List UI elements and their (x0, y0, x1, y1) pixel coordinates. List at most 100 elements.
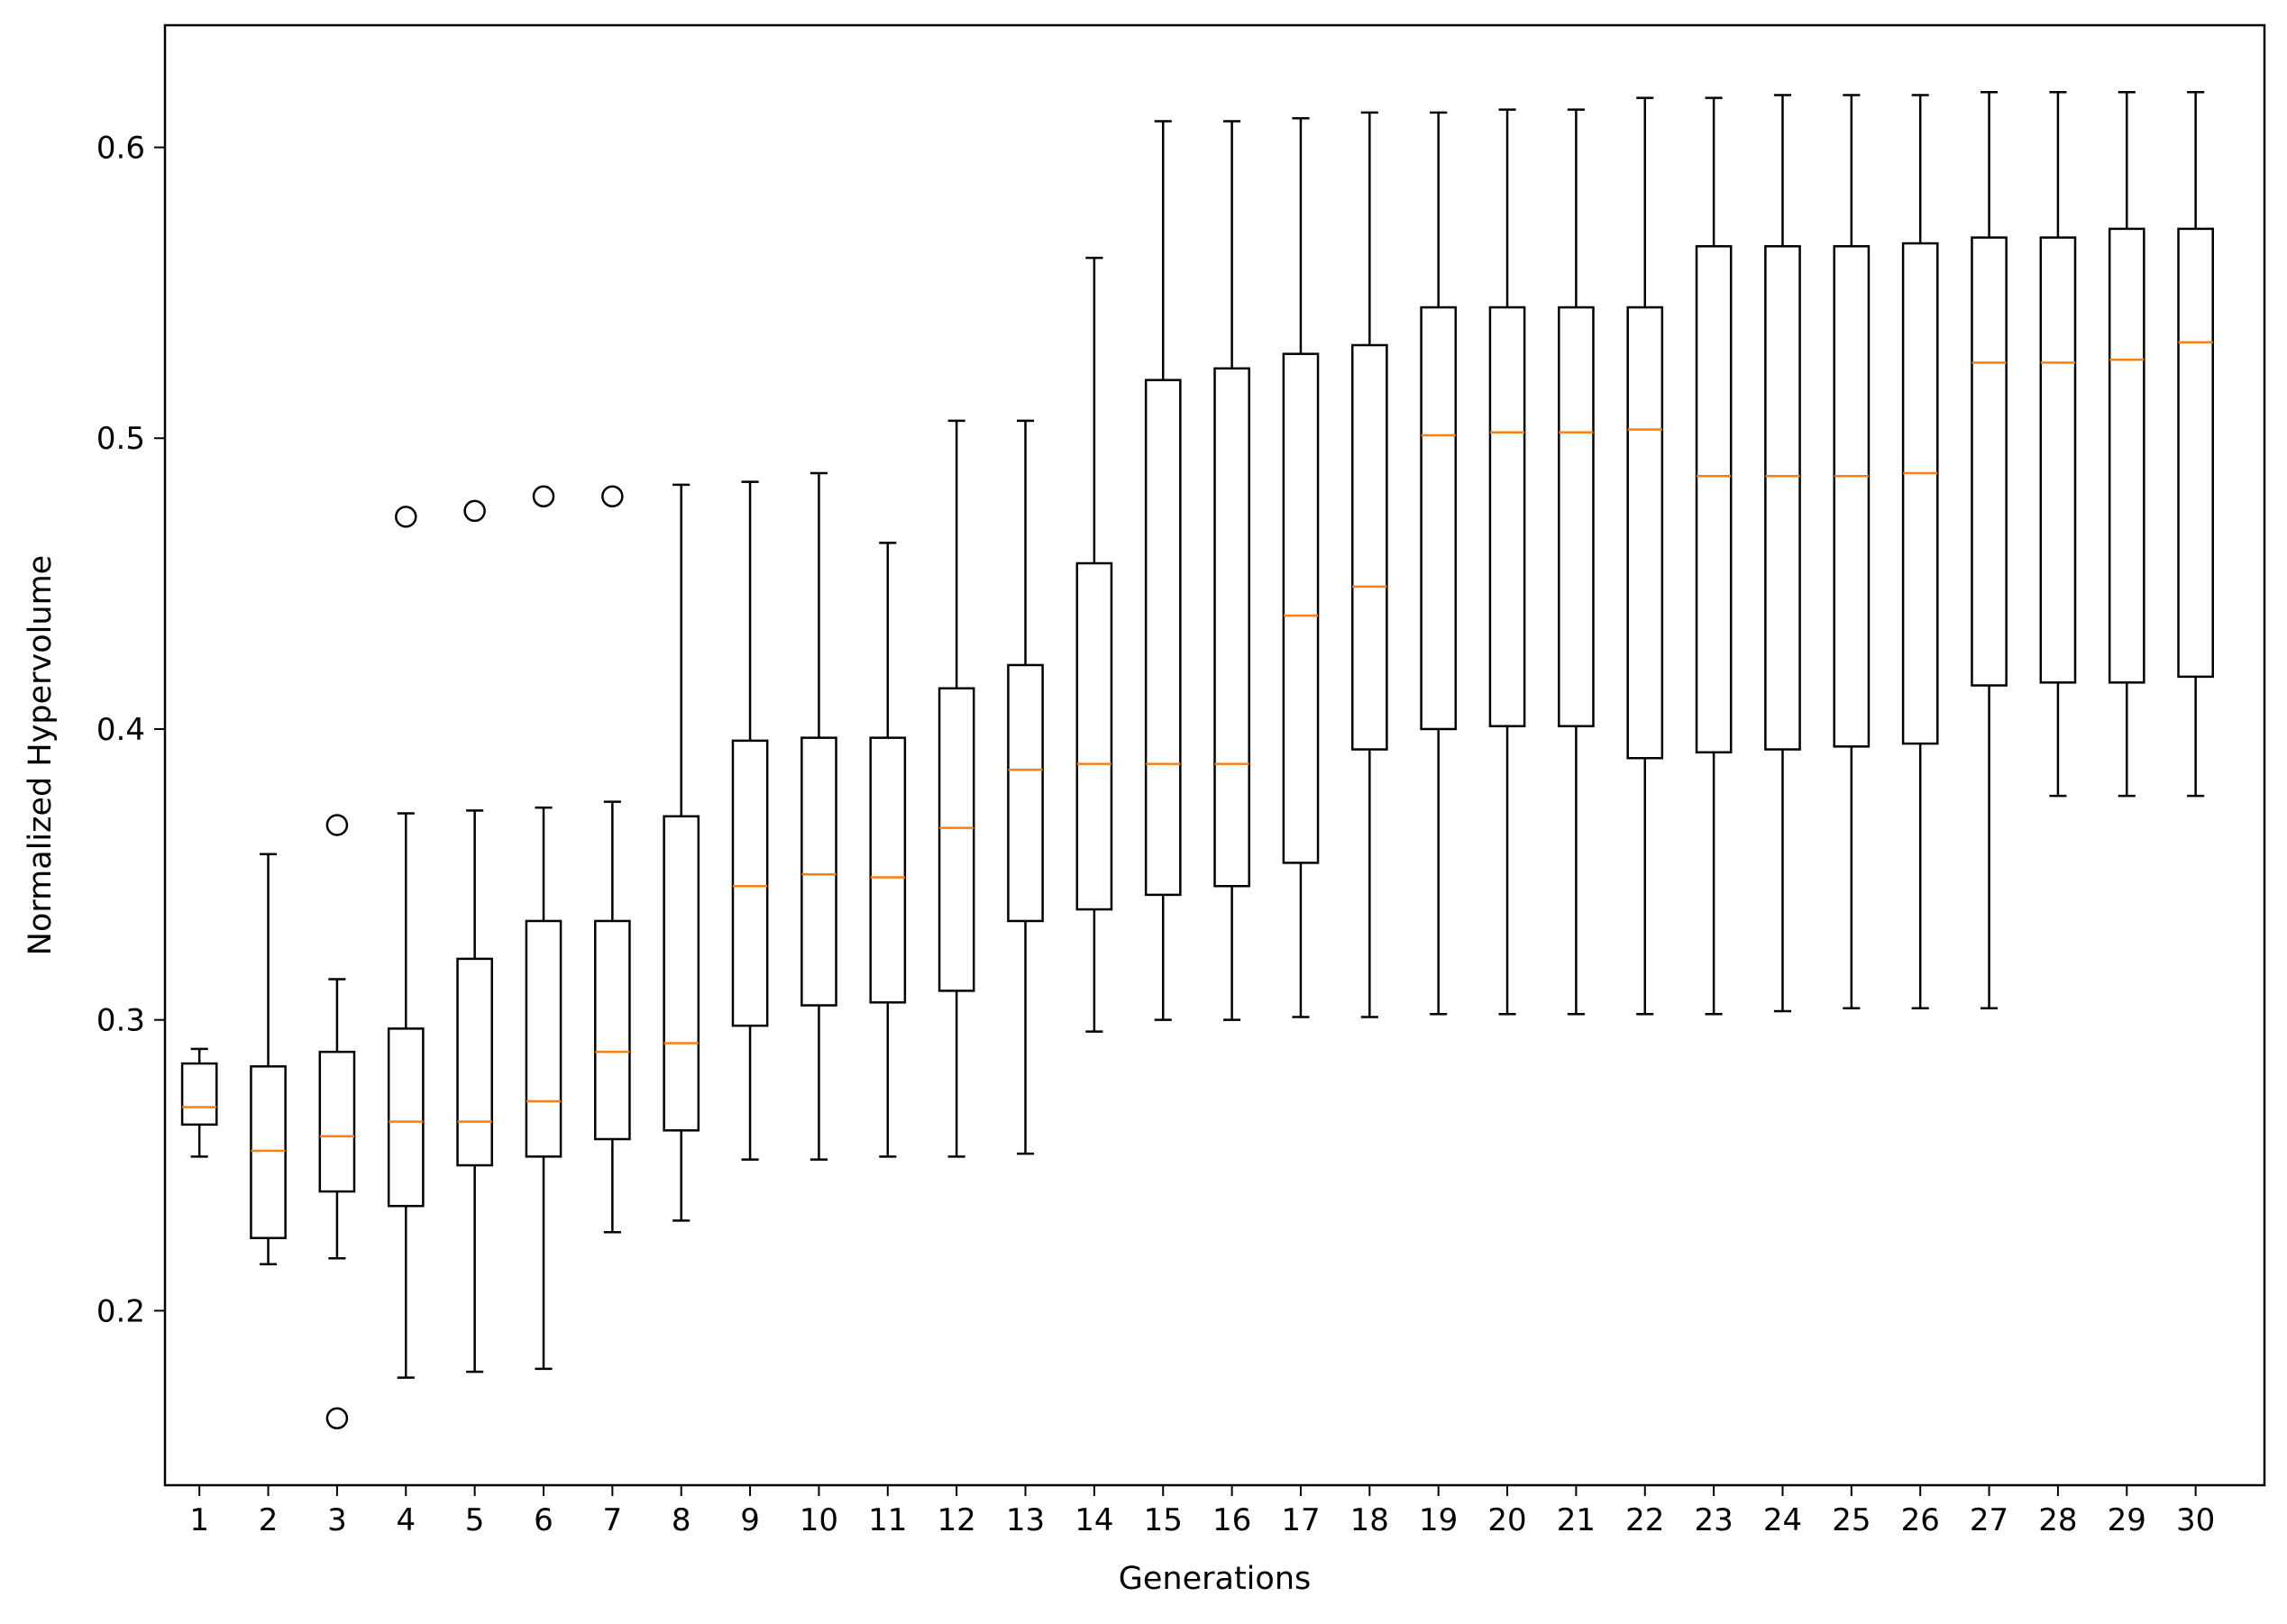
y-axis: 0.2 0.3 0.4 0.5 0.6 (96, 131, 165, 1329)
x-tick-label: 9 (740, 1502, 760, 1538)
x-tick-label: 15 (1144, 1502, 1183, 1538)
x-tick-label: 26 (1901, 1502, 1940, 1538)
box-2 (250, 853, 287, 1265)
x-tick-label: 4 (396, 1502, 416, 1538)
plot-area (180, 90, 2214, 1430)
flier-point (601, 485, 624, 508)
x-tick-label: 19 (1419, 1502, 1458, 1538)
box-iqr (731, 739, 769, 1027)
box-iqr (2177, 227, 2214, 679)
x-tick-label: 24 (1763, 1502, 1802, 1538)
box-iqr (387, 1027, 425, 1208)
plot-frame (163, 23, 2266, 1487)
x-tick-label: 11 (868, 1502, 907, 1538)
box-iqr (1833, 245, 1871, 748)
box-iqr (1488, 306, 1526, 727)
box-18 (1350, 111, 1388, 1018)
x-tick-label: 3 (327, 1502, 347, 1538)
x-tick-label: 16 (1212, 1502, 1251, 1538)
box-iqr (1075, 561, 1113, 911)
box-iqr (1007, 663, 1044, 923)
x-axis-label: Generations (1119, 1561, 1312, 1597)
x-tick-label: 20 (1487, 1502, 1526, 1538)
box-3 (318, 814, 356, 1430)
y-tick-label: 0.4 (96, 712, 145, 748)
box-13 (1007, 419, 1044, 1155)
box-27 (1971, 90, 2008, 1010)
y-tick-label: 0.2 (96, 1293, 145, 1329)
box-8 (663, 483, 700, 1222)
box-iqr (525, 919, 563, 1158)
box-iqr (250, 1065, 287, 1239)
x-tick-label: 13 (1006, 1502, 1045, 1538)
box-iqr (1901, 242, 1939, 745)
box-22 (1626, 96, 1664, 1016)
box-iqr (2039, 236, 2077, 684)
flier-point (395, 506, 417, 528)
box-11 (869, 542, 907, 1158)
box-iqr (1144, 379, 1182, 897)
box-iqr (800, 736, 837, 1007)
box-iqr (1282, 352, 1320, 864)
box-23 (1695, 96, 1733, 1016)
box-5 (456, 499, 493, 1373)
box-1 (180, 1047, 218, 1158)
box-iqr (869, 736, 907, 1004)
x-tick-label: 25 (1832, 1502, 1871, 1538)
box-28 (2039, 90, 2077, 798)
box-iqr (1695, 245, 1733, 754)
box-10 (800, 471, 837, 1161)
box-24 (1764, 94, 1801, 1013)
x-tick-label: 5 (465, 1502, 485, 1538)
box-25 (1833, 94, 1871, 1010)
box-iqr (594, 919, 631, 1141)
box-iqr (2108, 227, 2145, 684)
x-tick-label: 18 (1350, 1502, 1389, 1538)
box-15 (1144, 120, 1182, 1021)
box-7 (594, 485, 631, 1234)
box-iqr (1626, 306, 1664, 760)
box-iqr (456, 957, 493, 1167)
x-tick-label: 22 (1625, 1502, 1664, 1538)
box-12 (938, 419, 975, 1158)
box-iqr (1558, 306, 1595, 727)
x-tick-label: 14 (1075, 1502, 1113, 1538)
box-4 (387, 506, 425, 1379)
box-14 (1075, 256, 1113, 1033)
box-iqr (1350, 343, 1388, 751)
box-26 (1901, 94, 1939, 1010)
y-tick-label: 0.5 (96, 421, 145, 457)
box-iqr (1764, 245, 1801, 751)
x-tick-label: 6 (534, 1502, 553, 1538)
box-17 (1282, 117, 1320, 1018)
x-tick-label: 28 (2038, 1502, 2077, 1538)
x-tick-label: 2 (259, 1502, 279, 1538)
box-iqr (1971, 236, 2008, 687)
x-tick-label: 21 (1557, 1502, 1596, 1538)
x-tick-label: 1 (189, 1502, 209, 1538)
x-tick-label: 10 (800, 1502, 838, 1538)
x-tick-label: 23 (1694, 1502, 1733, 1538)
flier-point (463, 499, 486, 523)
flier-point (325, 814, 349, 836)
box-16 (1213, 120, 1250, 1021)
box-iqr (938, 687, 975, 992)
flier-point (325, 1407, 349, 1430)
y-axis-label: Normalized Hypervolume (23, 555, 59, 955)
x-tick-label: 17 (1281, 1502, 1320, 1538)
x-axis: 1 2 3 4 5 6 7 8 9 10 11 12 13 14 15 16 17 18 19 20 21 22 23 24 2… (189, 1485, 2215, 1538)
x-tick-label: 29 (2108, 1502, 2146, 1538)
box-30 (2177, 90, 2214, 798)
y-tick-label: 0.3 (96, 1003, 145, 1039)
box-iqr (1420, 306, 1458, 731)
y-tick-label: 0.6 (96, 131, 145, 167)
box-iqr (663, 815, 700, 1132)
box-iqr (180, 1062, 218, 1127)
box-iqr (1213, 367, 1250, 888)
box-19 (1420, 111, 1458, 1016)
x-tick-label: 12 (938, 1502, 976, 1538)
box-9 (731, 480, 769, 1161)
box-21 (1558, 108, 1595, 1016)
x-tick-label: 30 (2176, 1502, 2215, 1538)
